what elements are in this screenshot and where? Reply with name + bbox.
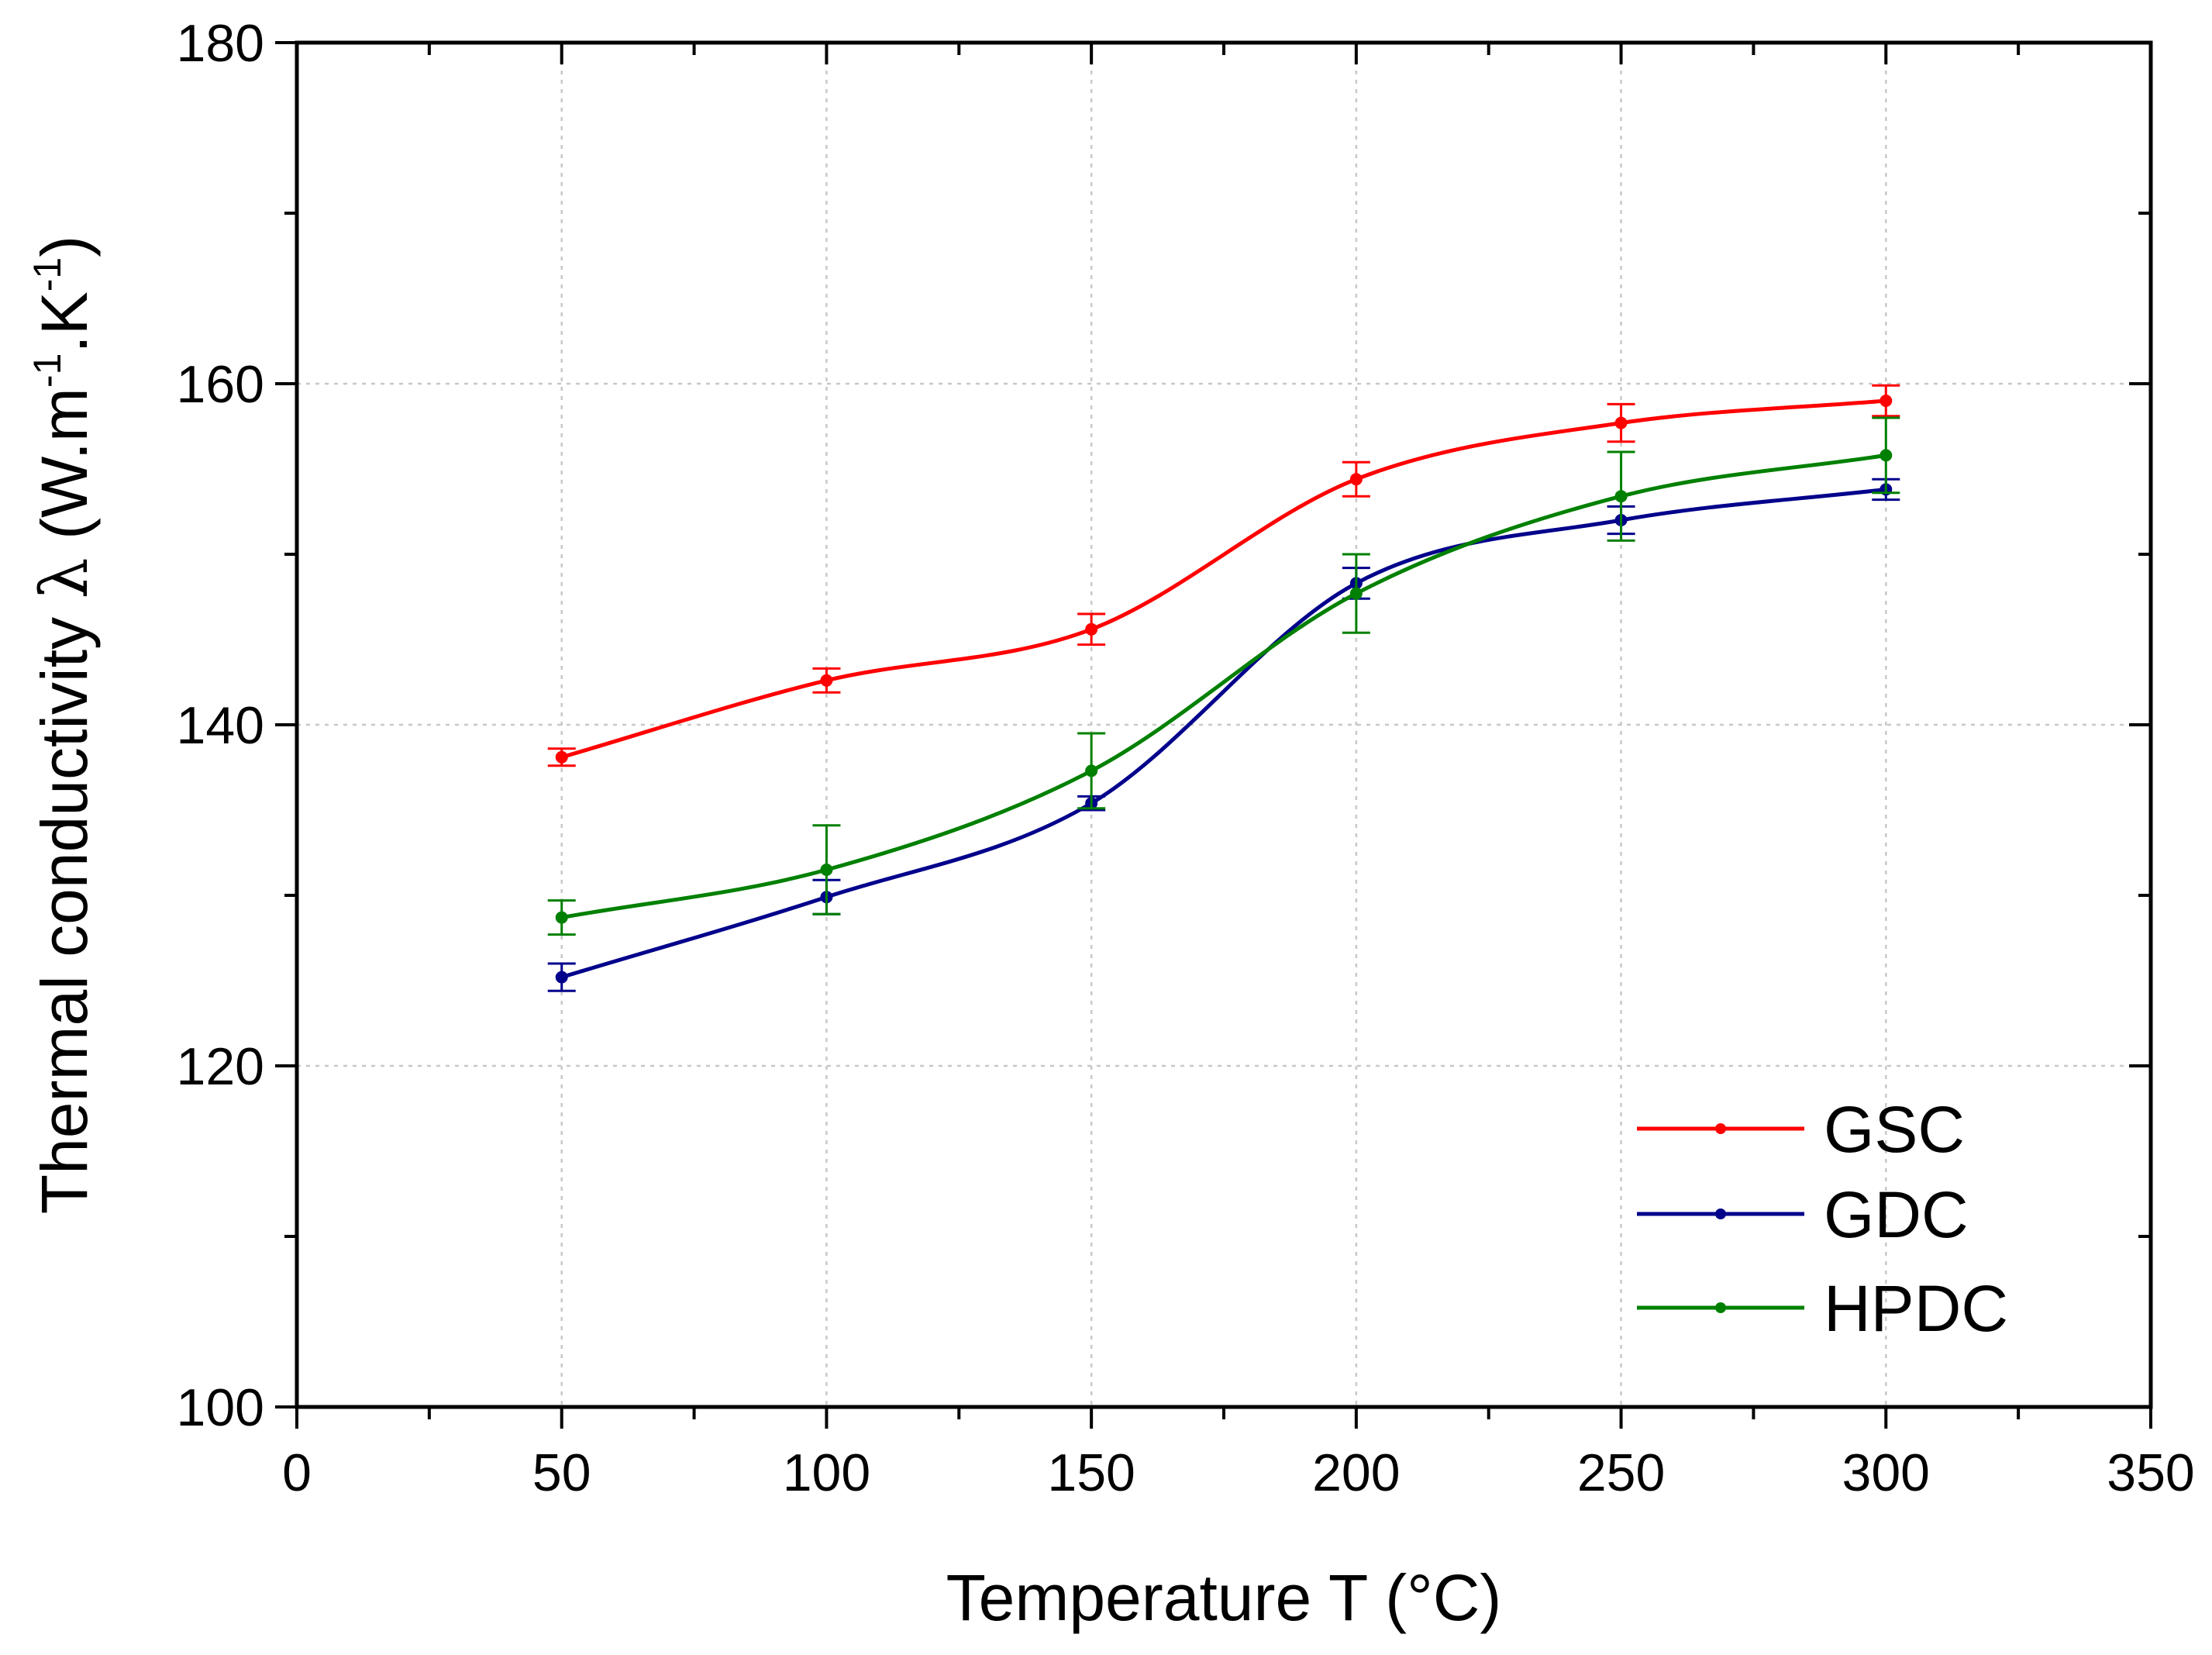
- y-axis-title-exponent-2: -1: [26, 257, 69, 291]
- y-axis-title-exponent-1: -1: [26, 353, 69, 388]
- data-point-hpdc: [820, 864, 833, 876]
- y-axis-title-symbol: λ: [26, 557, 102, 598]
- data-point-gsc: [820, 674, 833, 687]
- legend-marker-gsc: [1715, 1123, 1726, 1134]
- tick-layer: [275, 41, 2152, 1429]
- data-point-gsc: [1880, 395, 1893, 407]
- y-tick-label: 160: [177, 355, 264, 414]
- legend-marker-gdc: [1715, 1208, 1726, 1219]
- series-gsc: [547, 384, 1900, 767]
- y-tick-label: 140: [177, 696, 264, 755]
- y-tick-label: 100: [177, 1378, 264, 1437]
- y-axis-title-unit-open: (W.m: [28, 388, 101, 557]
- y-axis-title-prefix: Thermal conductivity: [28, 599, 101, 1215]
- data-point-gsc: [1349, 473, 1363, 486]
- x-tick-label: 350: [2107, 1443, 2194, 1502]
- series-line-gsc: [561, 398, 1886, 760]
- x-tick-label: 200: [1312, 1443, 1400, 1502]
- legend-label-hpdc: HPDC: [1824, 1272, 2008, 1345]
- y-tick-label: 180: [177, 14, 264, 73]
- legend: GSC GDC HPDC: [1637, 1093, 2008, 1345]
- data-point-gsc: [555, 750, 568, 764]
- data-point-hpdc: [555, 911, 568, 924]
- x-tick-label: 0: [282, 1443, 312, 1502]
- series-layer: [547, 384, 1900, 992]
- x-tick-label: 250: [1577, 1443, 1665, 1502]
- x-tick-label: 150: [1047, 1443, 1135, 1502]
- tick-label-layer: 0 50 100 150 200 250 300 350 100 120 140 160 180: [177, 14, 2195, 1502]
- series-line-hpdc: [561, 453, 1886, 920]
- x-tick-label: 300: [1842, 1443, 1930, 1502]
- legend-item-hpdc: HPDC: [1637, 1272, 2008, 1345]
- series-line-gdc: [560, 487, 1886, 979]
- data-point-gdc: [555, 971, 568, 984]
- data-point-hpdc: [1614, 490, 1628, 503]
- data-point-gsc: [1085, 622, 1098, 636]
- legend-label-gsc: GSC: [1824, 1093, 1965, 1166]
- legend-marker-hpdc: [1715, 1302, 1726, 1313]
- data-point-hpdc: [1880, 449, 1893, 462]
- legend-item-gsc: GSC: [1637, 1093, 1965, 1166]
- grid-layer: [297, 43, 2151, 1407]
- y-axis-title-unit-close: ): [28, 236, 101, 257]
- x-axis-title: Temperature T (°C): [946, 1561, 1502, 1634]
- data-point-gsc: [1614, 416, 1628, 429]
- y-axis-title-unit-mid: .K: [28, 291, 101, 353]
- data-point-hpdc: [1085, 764, 1098, 778]
- data-point-hpdc: [1349, 587, 1363, 600]
- x-tick-label: 100: [783, 1443, 870, 1502]
- series-hpdc: [547, 416, 1900, 936]
- legend-item-gdc: GDC: [1637, 1178, 1969, 1251]
- x-tick-label: 50: [532, 1443, 591, 1502]
- legend-label-gdc: GDC: [1824, 1178, 1969, 1251]
- y-axis-title: Thermal conductivity λ (W.m-1.K-1): [26, 236, 102, 1214]
- y-tick-label: 120: [177, 1037, 264, 1096]
